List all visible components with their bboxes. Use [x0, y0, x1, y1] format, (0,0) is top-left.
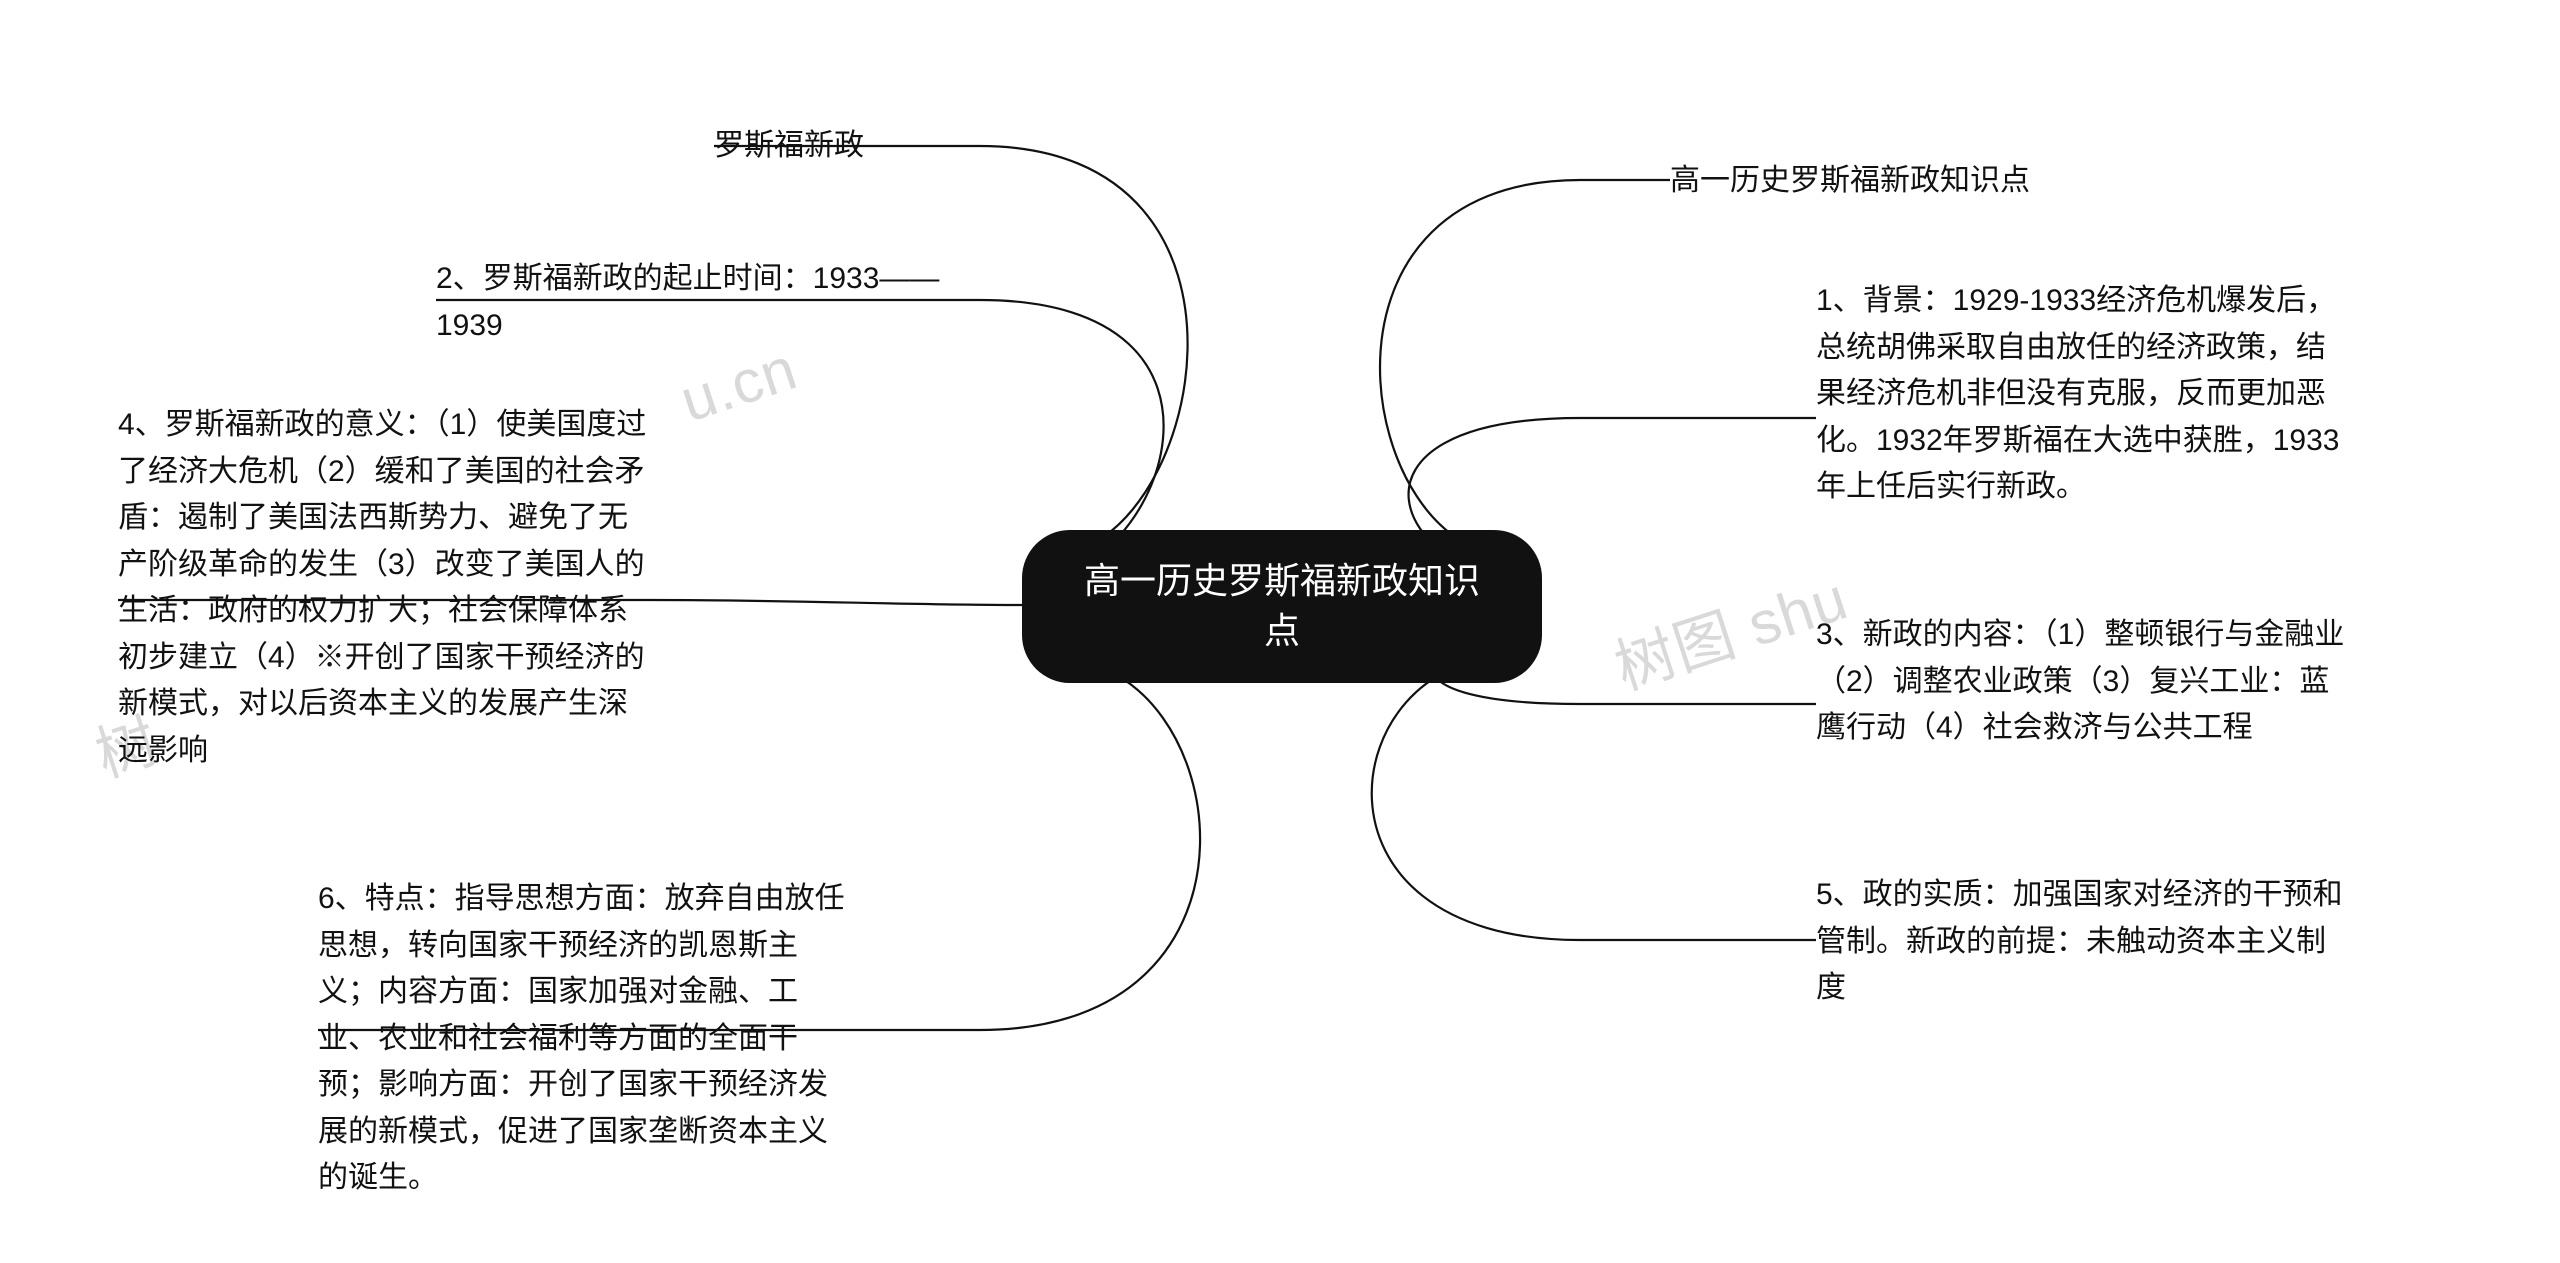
- leaf-r3-text: 3、新政的内容：（1）整顿银行与金融业（2）调整农业政策（3）复兴工业：蓝鹰行动…: [1816, 618, 2344, 744]
- leaf-l1: 罗斯福新政: [714, 123, 974, 170]
- leaf-l3: 4、罗斯福新政的意义：（1）使美国度过了经济大危机（2）缓和了美国的社会矛盾：遏…: [118, 402, 648, 774]
- leaf-l4-text: 6、特点：指导思想方面：放弃自由放任思想，转向国家干预经济的凯恩斯主义；内容方面…: [318, 882, 845, 1194]
- leaf-l2-text: 2、罗斯福新政的起止时间：1933——1939: [436, 262, 939, 342]
- leaf-l2: 2、罗斯福新政的起止时间：1933——1939: [436, 256, 976, 349]
- leaf-l3-text: 4、罗斯福新政的意义：（1）使美国度过了经济大危机（2）缓和了美国的社会矛盾：遏…: [118, 408, 646, 767]
- leaf-r3: 3、新政的内容：（1）整顿银行与金融业（2）调整农业政策（3）复兴工业：蓝鹰行动…: [1816, 612, 2346, 752]
- edge-l1: [714, 146, 1188, 555]
- mindmap-canvas: u.cn 树图 shu 树 高一历史罗斯福新政知识点 罗斯福新政 2、罗斯福新政…: [0, 0, 2560, 1263]
- center-node: 高一历史罗斯福新政知识点: [1022, 530, 1542, 683]
- leaf-r4: 5、政的实质：加强国家对经济的干预和管制。新政的前提：未触动资本主义制度: [1816, 872, 2346, 1012]
- leaf-l1-text: 罗斯福新政: [714, 129, 864, 162]
- edge-r4: [1372, 658, 1816, 940]
- leaf-l4: 6、特点：指导思想方面：放弃自由放任思想，转向国家干预经济的凯恩斯主义；内容方面…: [318, 876, 848, 1202]
- edge-r1: [1380, 180, 1670, 555]
- leaf-r2: 1、背景：1929-1933经济危机爆发后，总统胡佛采取自由放任的经济政策，结果…: [1816, 278, 2346, 511]
- leaf-r2-text: 1、背景：1929-1933经济危机爆发后，总统胡佛采取自由放任的经济政策，结果…: [1816, 284, 2339, 503]
- leaf-r1-text: 高一历史罗斯福新政知识点: [1670, 164, 2030, 197]
- center-node-text: 高一历史罗斯福新政知识点: [1084, 560, 1480, 651]
- leaf-r1: 高一历史罗斯福新政知识点: [1670, 158, 2130, 205]
- leaf-r4-text: 5、政的实质：加强国家对经济的干预和管制。新政的前提：未触动资本主义制度: [1816, 878, 2343, 1004]
